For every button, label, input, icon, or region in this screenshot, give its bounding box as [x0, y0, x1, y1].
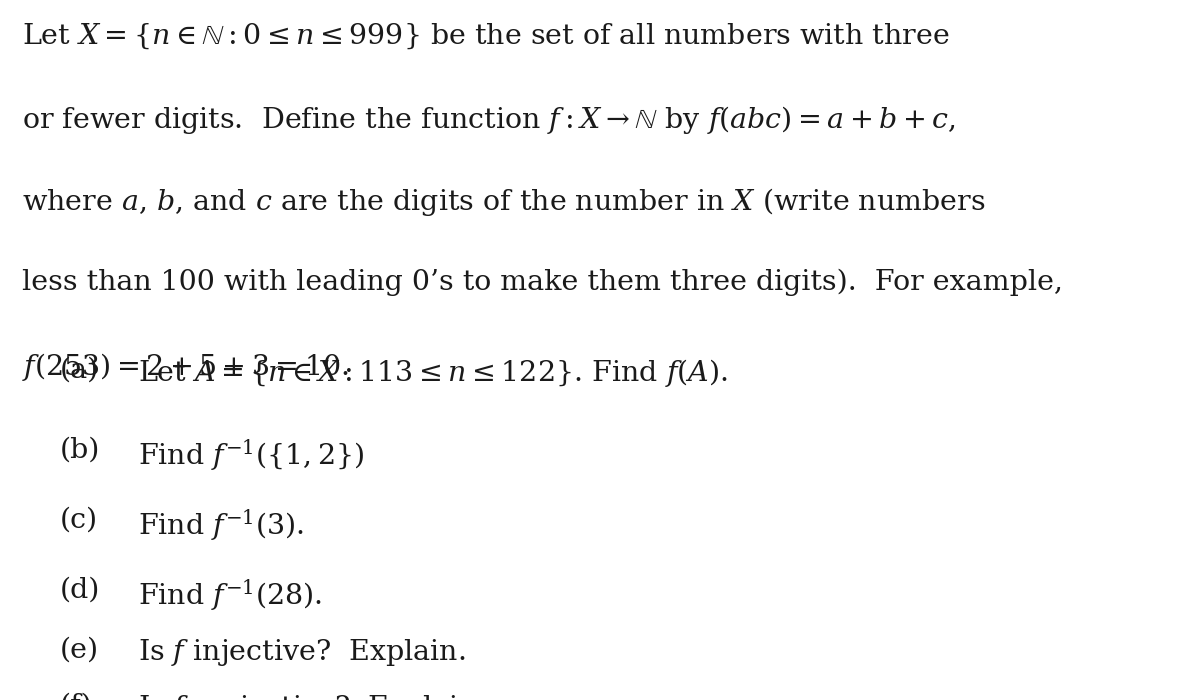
Text: Let $X = \{n \in \mathbb{N} : 0 \leq n \leq 999\}$ be the set of all numbers wit: Let $X = \{n \in \mathbb{N} : 0 \leq n \…	[22, 21, 949, 50]
Text: less than 100 with leading 0’s to make them three digits).  For example,: less than 100 with leading 0’s to make t…	[22, 269, 1062, 296]
Text: (c): (c)	[60, 507, 98, 534]
Text: (d): (d)	[60, 577, 101, 604]
Text: (b): (b)	[60, 437, 101, 464]
Text: (a): (a)	[60, 357, 100, 384]
Text: $f(253) = 2 + 5 + 3 = 10.$: $f(253) = 2 + 5 + 3 = 10.$	[22, 351, 348, 384]
Text: Find $f^{-1}(3)$.: Find $f^{-1}(3)$.	[138, 507, 304, 542]
Text: or fewer digits.  Define the function $f : X \rightarrow \mathbb{N}$ by $f(abc) : or fewer digits. Define the function $f …	[22, 104, 955, 136]
Text: where $a$, $b$, and $c$ are the digits of the number in $X$ (write numbers: where $a$, $b$, and $c$ are the digits o…	[22, 186, 985, 218]
Text: (f): (f)	[60, 693, 92, 700]
Text: Is $f$ injective?  Explain.: Is $f$ injective? Explain.	[138, 637, 466, 668]
Text: Let $A = \{n \in X : 113 \leq n \leq 122\}$. Find $f(A)$.: Let $A = \{n \in X : 113 \leq n \leq 122…	[138, 357, 727, 389]
Text: Find $f^{-1}(28)$.: Find $f^{-1}(28)$.	[138, 577, 322, 612]
Text: Is $f$ surjective?  Explain.: Is $f$ surjective? Explain.	[138, 693, 485, 700]
Text: Find $f^{-1}(\{1, 2\})$: Find $f^{-1}(\{1, 2\})$	[138, 437, 365, 473]
Text: (e): (e)	[60, 637, 100, 664]
